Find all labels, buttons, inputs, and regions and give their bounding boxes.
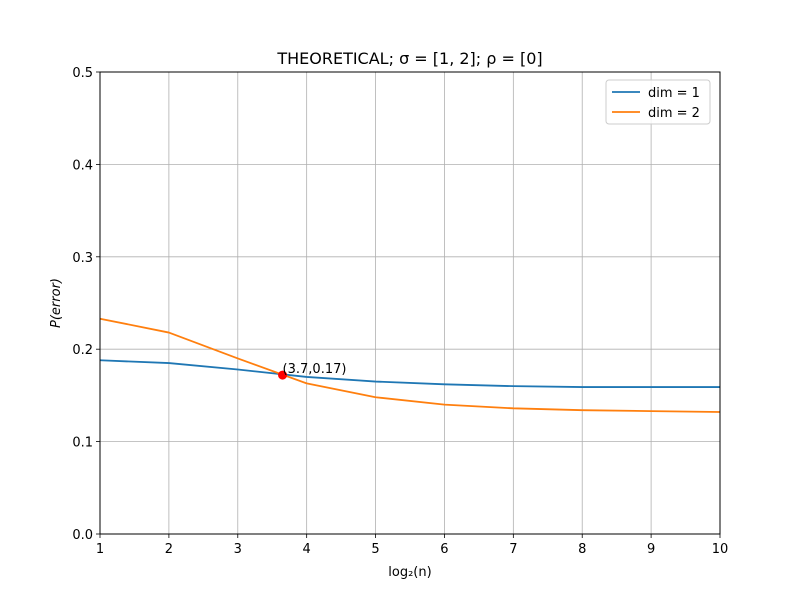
legend-label: dim = 1 bbox=[648, 86, 700, 101]
x-tick-label: 3 bbox=[234, 542, 242, 557]
x-tick-label: 7 bbox=[509, 542, 517, 557]
x-tick-label: 8 bbox=[578, 542, 586, 557]
x-tick-label: 4 bbox=[303, 542, 311, 557]
axis-ticks: 1 2 3 4 5 6 7 8 9 10 0.0 0.1 0.2 0.3 0.4 0.5 bbox=[72, 66, 728, 557]
y-tick-label: 0.1 bbox=[72, 436, 93, 451]
x-tick-label: 5 bbox=[371, 542, 379, 557]
plot-frame bbox=[99, 71, 721, 535]
grid bbox=[99, 71, 721, 535]
series-lines bbox=[99, 317, 721, 413]
y-tick-label: 0.4 bbox=[72, 158, 93, 173]
x-axis-label: log₂(n) bbox=[388, 565, 431, 580]
legend: dim = 1 dim = 2 bbox=[605, 79, 711, 125]
y-tick-label: 0.5 bbox=[72, 66, 93, 81]
x-tick-label: 2 bbox=[165, 542, 173, 557]
annotation-point bbox=[278, 370, 288, 380]
x-tick-label: 10 bbox=[712, 542, 729, 557]
annotation-label: (3.7,0.17) bbox=[283, 362, 347, 377]
series-line-1 bbox=[99, 359, 720, 388]
y-tick-label: 0.0 bbox=[72, 528, 93, 543]
series-line-2 bbox=[99, 317, 721, 413]
y-axis-label: P(error) bbox=[49, 278, 64, 328]
y-tick-label: 0.3 bbox=[72, 251, 93, 266]
annotations: (3.7,0.17) bbox=[278, 362, 346, 380]
legend-box bbox=[605, 79, 711, 125]
x-tick-label: 1 bbox=[96, 542, 104, 557]
x-tick-label: 6 bbox=[440, 542, 448, 557]
y-tick-label: 0.2 bbox=[72, 343, 93, 358]
x-tick-label: 9 bbox=[647, 542, 655, 557]
legend-label: dim = 2 bbox=[648, 106, 700, 121]
chart-title: THEORETICAL; σ = [1, 2]; ρ = [0] bbox=[276, 49, 542, 68]
